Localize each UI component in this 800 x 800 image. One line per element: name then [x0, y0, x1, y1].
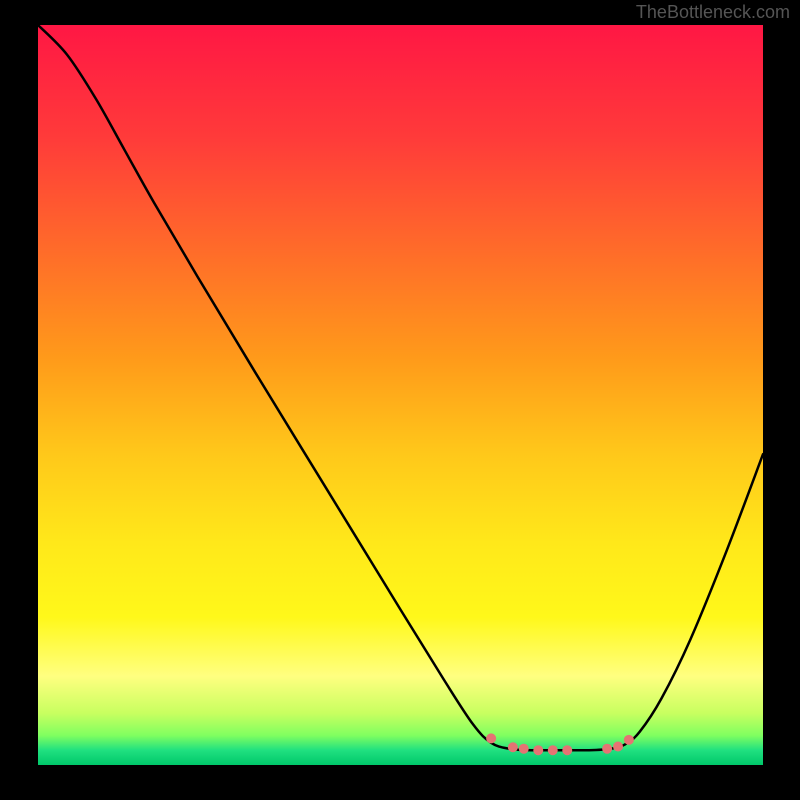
curve-layer — [38, 25, 763, 765]
marker-point — [486, 733, 496, 743]
marker-point — [602, 744, 612, 754]
plot-area — [38, 25, 763, 765]
marker-point — [519, 744, 529, 754]
marker-point — [562, 745, 572, 755]
curve-markers — [486, 733, 634, 755]
marker-point — [548, 745, 558, 755]
attribution-text: TheBottleneck.com — [636, 2, 790, 23]
bottleneck-curve — [38, 25, 763, 750]
marker-point — [533, 745, 543, 755]
marker-point — [624, 735, 634, 745]
marker-point — [508, 742, 518, 752]
marker-point — [613, 742, 623, 752]
